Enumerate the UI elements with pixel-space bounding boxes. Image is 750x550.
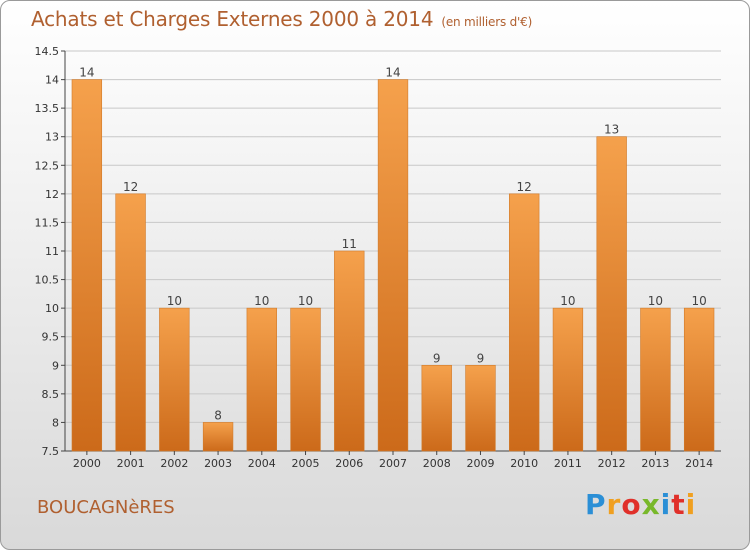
bar-value-label: 9 — [477, 351, 485, 365]
bar — [159, 307, 190, 452]
x-tick-label: 2002 — [160, 457, 188, 470]
y-tick-label: 12 — [45, 188, 59, 201]
bar-value-label: 9 — [433, 351, 441, 365]
y-tick-label: 13 — [45, 131, 59, 144]
bar — [377, 79, 409, 452]
bar-value-label: 12 — [123, 180, 138, 194]
x-tick-label: 2001 — [117, 457, 145, 470]
bars: 14 12 10 8 10 10 11 14 9 9 12 10 13 10 10 — [71, 66, 715, 452]
title-unit: (en milliers d'€) — [441, 15, 533, 29]
bar-value-label: 10 — [648, 294, 663, 308]
bar — [71, 79, 103, 452]
bar-value-label: 10 — [167, 294, 182, 308]
y-tick-label: 8.5 — [42, 388, 60, 401]
y-tick-label: 8 — [52, 416, 59, 429]
y-tick-label: 12.5 — [35, 159, 60, 172]
bar-value-label: 8 — [214, 408, 222, 422]
logo-letter: x — [641, 488, 661, 521]
bar — [246, 307, 277, 452]
bar — [509, 193, 540, 452]
x-tick-label: 2014 — [685, 457, 713, 470]
town-name: BOUCAGNèRES — [37, 497, 175, 518]
x-tick-label: 2006 — [335, 457, 363, 470]
x-tick-label: 2004 — [248, 457, 276, 470]
bar — [465, 364, 496, 452]
x-tick-label: 2005 — [292, 457, 320, 470]
bar — [552, 307, 584, 452]
bar — [290, 307, 321, 452]
logo-letter: i — [685, 488, 697, 521]
x-tick-label: 2008 — [423, 457, 451, 470]
bar-value-label: 12 — [517, 180, 532, 194]
bar — [640, 307, 671, 452]
bar-value-label: 10 — [254, 294, 269, 308]
x-tick-label: 2013 — [641, 457, 669, 470]
logo-letter: r — [606, 488, 622, 521]
y-tick-label: 11 — [45, 245, 59, 258]
x-tick-label: 2003 — [204, 457, 232, 470]
x-tick-label: 2010 — [510, 457, 538, 470]
bar — [683, 307, 715, 452]
bar — [596, 136, 627, 452]
logo-letter: o — [621, 488, 642, 521]
chart-title: Achats et Charges Externes 2000 à 2014 (e… — [31, 7, 532, 31]
y-tick-label: 9 — [52, 359, 59, 372]
x-tick-label: 2011 — [554, 457, 582, 470]
y-tick-label: 10.5 — [35, 274, 60, 287]
bar-value-label: 10 — [691, 294, 706, 308]
bar — [115, 193, 146, 452]
y-tick-label: 7.5 — [42, 445, 60, 458]
logo-letter: t — [671, 488, 686, 521]
bar-value-label: 13 — [604, 123, 619, 137]
bar — [421, 364, 452, 452]
x-axis: 2000 2001 2002 2003 2004 2005 2006 2007 2008 2009… — [73, 451, 713, 470]
x-tick-label: 2000 — [73, 457, 101, 470]
proxiti-logo[interactable]: Proxiti — [585, 488, 696, 521]
logo-letter: P — [585, 488, 607, 521]
bar-value-label: 11 — [342, 237, 357, 251]
y-tick-label: 11.5 — [35, 216, 60, 229]
y-tick-label: 10 — [45, 302, 59, 315]
y-tick-label: 9.5 — [42, 331, 60, 344]
x-tick-label: 2009 — [466, 457, 494, 470]
x-tick-label: 2012 — [598, 457, 626, 470]
bar-value-label: 14 — [385, 66, 400, 80]
y-tick-label: 14.5 — [35, 45, 60, 58]
x-tick-label: 2007 — [379, 457, 407, 470]
bar — [202, 422, 234, 452]
y-tick-label: 13.5 — [35, 102, 60, 115]
y-tick-label: 14 — [45, 74, 59, 87]
bar-value-label: 10 — [298, 294, 313, 308]
bar — [334, 250, 365, 452]
logo-letter: i — [660, 488, 672, 521]
bar-value-label: 10 — [560, 294, 575, 308]
title-text: Achats et Charges Externes 2000 à 2014 — [31, 7, 434, 31]
bar-value-label: 14 — [79, 66, 94, 80]
